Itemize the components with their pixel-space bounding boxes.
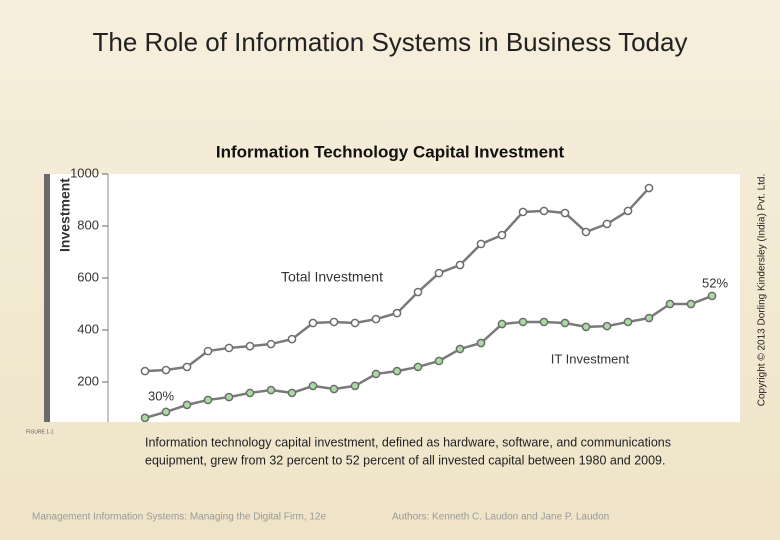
data-point [140, 413, 150, 422]
slide-title: The Role of Information Systems in Busin… [93, 27, 688, 57]
data-point [329, 384, 339, 394]
data-point [245, 341, 255, 351]
data-point [350, 318, 360, 328]
data-point [581, 322, 591, 332]
data-point [518, 317, 528, 327]
chart-title: Information Technology Capital Investmen… [216, 142, 565, 161]
y-tick-label: 600 [77, 269, 99, 284]
data-point [455, 344, 465, 354]
data-point [392, 366, 402, 376]
data-point [413, 362, 423, 372]
data-point [308, 318, 318, 328]
data-point [182, 362, 192, 372]
data-point [224, 343, 234, 353]
data-point [287, 388, 297, 398]
caption: Information technology capital investmen… [145, 435, 671, 449]
data-point [140, 366, 150, 376]
y-tick-label: 200 [77, 373, 99, 388]
data-point [686, 299, 696, 309]
footer: Management Information Systems: Managing… [32, 512, 326, 523]
data-point [413, 287, 423, 297]
data-point [224, 392, 234, 402]
annotation: IT Investment [551, 351, 630, 366]
data-point [371, 314, 381, 324]
data-point [392, 308, 402, 318]
data-point [203, 346, 213, 356]
footer: Authors: Kenneth C. Laudon and Jane P. L… [392, 512, 609, 523]
y-tick-label: 1000 [70, 165, 99, 180]
data-point [245, 388, 255, 398]
data-point [602, 219, 612, 229]
plot-edge [44, 174, 50, 422]
data-point [539, 206, 549, 216]
y-tick-label: 800 [77, 217, 99, 232]
data-point [623, 317, 633, 327]
data-point [602, 321, 612, 331]
annotation: 30% [148, 388, 174, 403]
data-point [308, 381, 318, 391]
data-point [497, 319, 507, 329]
data-point [434, 356, 444, 366]
figure-label: FIGURE 1-1 [26, 429, 54, 435]
data-point [476, 239, 486, 249]
annotation: Total Investment [281, 269, 383, 285]
data-point [182, 400, 192, 410]
plot-area [44, 174, 740, 422]
caption: equipment, grew from 32 percent to 52 pe… [145, 453, 665, 467]
data-point [203, 395, 213, 405]
series-line [144, 294, 713, 420]
data-point [644, 183, 654, 193]
copyright: Copyright © 2013 Dorling Kindersley (Ind… [757, 174, 768, 406]
data-point [665, 299, 675, 309]
data-point [707, 291, 717, 301]
data-point [623, 206, 633, 216]
data-point [560, 208, 570, 218]
data-point [161, 365, 171, 375]
data-point [350, 381, 360, 391]
data-point [560, 318, 570, 328]
data-point [329, 317, 339, 327]
data-point [518, 207, 528, 217]
data-point [266, 385, 276, 395]
data-point [476, 338, 486, 348]
data-point [266, 339, 276, 349]
data-point [581, 227, 591, 237]
data-point [455, 260, 465, 270]
plot [140, 183, 717, 422]
data-point [434, 268, 444, 278]
data-point [539, 317, 549, 327]
y-tick-label: 400 [77, 321, 99, 336]
data-point [371, 369, 381, 379]
data-point [161, 407, 171, 417]
data-point [644, 313, 654, 323]
data-point [287, 334, 297, 344]
data-point [497, 230, 507, 240]
y-axis-label: Investment [57, 178, 73, 252]
annotation: 52% [702, 275, 728, 290]
